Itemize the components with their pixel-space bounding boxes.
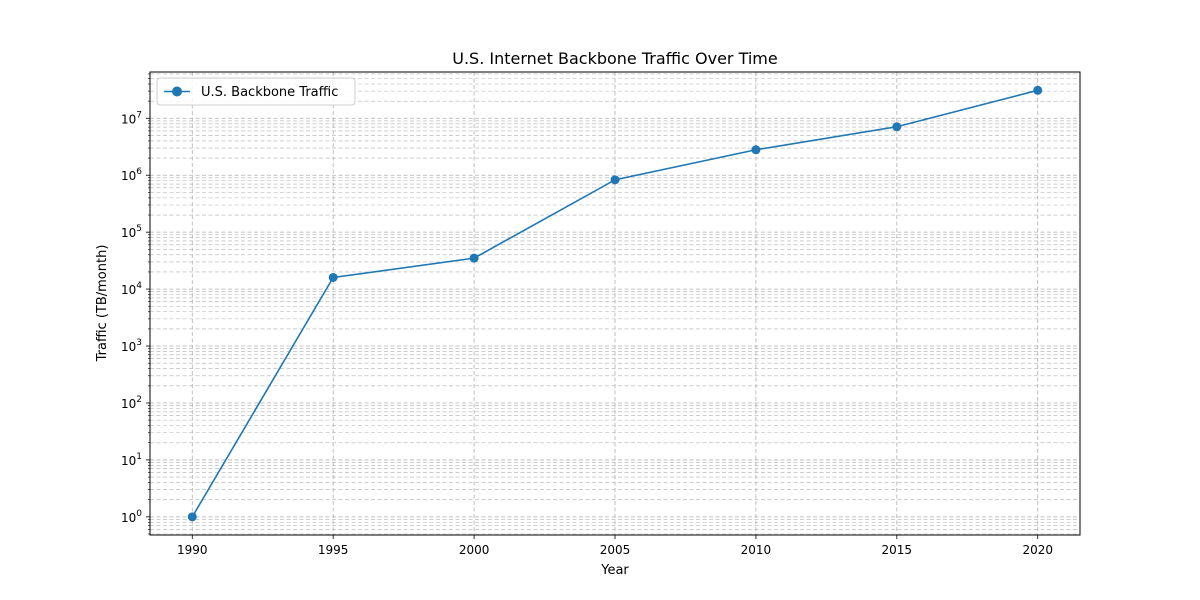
- data-point: [1033, 86, 1042, 95]
- legend: U.S. Backbone Traffic: [157, 78, 355, 105]
- y-axis-label: Traffic (TB/month): [95, 245, 110, 363]
- x-tick-label: 2015: [882, 543, 913, 557]
- x-tick-label: 2020: [1022, 543, 1053, 557]
- data-point: [892, 122, 901, 131]
- y-tick-base: 10: [121, 112, 136, 126]
- y-tick-exponent: 3: [136, 338, 142, 348]
- chart-title: U.S. Internet Backbone Traffic Over Time: [452, 49, 777, 68]
- y-tick-base: 10: [121, 169, 136, 183]
- legend-marker: [172, 87, 182, 97]
- y-tick-exponent: 6: [136, 167, 142, 177]
- data-point: [188, 512, 197, 521]
- y-tick-base: 10: [121, 454, 136, 468]
- x-tick-label: 2010: [741, 543, 772, 557]
- y-tick-base: 10: [121, 340, 136, 354]
- y-tick-exponent: 0: [136, 509, 142, 519]
- x-tick-label: 2005: [600, 543, 631, 557]
- y-tick-base: 10: [121, 397, 136, 411]
- y-tick-exponent: 2: [136, 395, 142, 405]
- data-point: [470, 254, 479, 263]
- y-tick-exponent: 4: [136, 281, 142, 291]
- data-point: [329, 273, 338, 282]
- x-axis-label: Year: [600, 563, 629, 578]
- y-tick-base: 10: [121, 226, 136, 240]
- y-tick-exponent: 5: [136, 224, 142, 234]
- data-point: [751, 145, 760, 154]
- data-point: [611, 175, 620, 184]
- x-tick-label: 2000: [459, 543, 490, 557]
- y-tick-base: 10: [121, 511, 136, 525]
- y-tick-exponent: 1: [136, 452, 142, 462]
- legend-label: U.S. Backbone Traffic: [201, 85, 338, 100]
- y-tick-base: 10: [121, 283, 136, 297]
- x-tick-label: 1995: [318, 543, 349, 557]
- y-tick-exponent: 7: [136, 110, 142, 120]
- x-tick-label: 1990: [177, 543, 208, 557]
